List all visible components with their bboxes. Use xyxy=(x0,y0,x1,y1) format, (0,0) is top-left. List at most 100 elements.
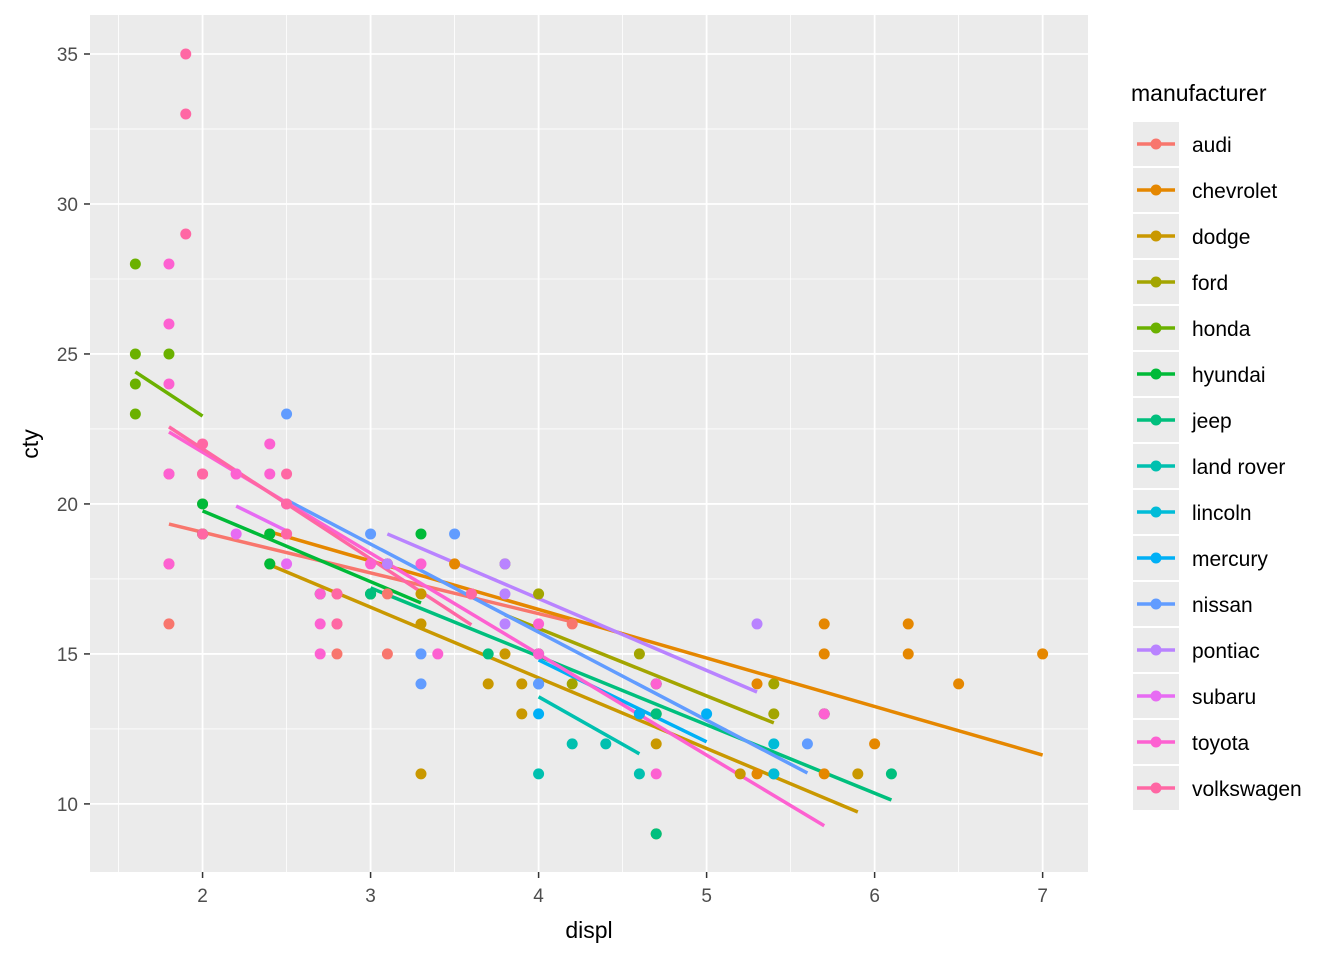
data-point-jeep xyxy=(365,588,377,600)
y-tick-label: 15 xyxy=(57,645,78,666)
x-tick-label: 4 xyxy=(533,886,544,907)
data-point-land-rover xyxy=(633,768,645,780)
data-point-ford xyxy=(566,678,578,690)
legend-label: dodge xyxy=(1192,226,1250,249)
data-point-mercury xyxy=(701,708,713,720)
data-point-volkswagen xyxy=(465,588,477,600)
data-point-toyota xyxy=(163,378,175,390)
legend-key-point xyxy=(1150,598,1162,610)
data-point-volkswagen xyxy=(281,498,293,510)
legend-key-point xyxy=(1150,414,1162,426)
legend-label: volkswagen xyxy=(1192,778,1302,801)
data-point-pontiac xyxy=(499,618,511,630)
data-point-volkswagen xyxy=(180,108,192,120)
fit-line-ford xyxy=(504,613,775,725)
data-point-volkswagen xyxy=(281,468,293,480)
data-point-dodge xyxy=(415,618,427,630)
data-point-volkswagen xyxy=(331,618,343,630)
data-point-toyota xyxy=(163,558,175,570)
data-point-pontiac xyxy=(499,558,511,570)
legend-title: manufacturer xyxy=(1131,80,1267,106)
data-point-toyota xyxy=(264,468,276,480)
data-point-volkswagen xyxy=(197,468,209,480)
data-point-honda xyxy=(163,348,175,360)
data-point-pontiac xyxy=(751,618,763,630)
legend-key-point xyxy=(1150,644,1162,656)
data-point-toyota xyxy=(314,648,326,660)
legend-label: ford xyxy=(1192,272,1228,295)
data-point-mercury xyxy=(633,708,645,720)
legend-label: honda xyxy=(1192,318,1251,341)
legend-label: lincoln xyxy=(1192,502,1252,525)
data-point-nissan xyxy=(533,678,545,690)
data-point-ford xyxy=(768,708,780,720)
data-point-audi xyxy=(566,618,578,630)
y-tick-label: 30 xyxy=(57,195,78,216)
legend-label: jeep xyxy=(1191,410,1232,433)
data-point-dodge xyxy=(415,588,427,600)
x-tick-label: 7 xyxy=(1037,886,1048,907)
legend-label: hyundai xyxy=(1192,364,1266,387)
data-point-chevrolet xyxy=(751,678,763,690)
data-point-hyundai xyxy=(415,528,427,540)
data-point-audi xyxy=(381,588,393,600)
y-tick-label: 20 xyxy=(57,495,78,516)
x-tick-label: 2 xyxy=(197,886,208,907)
data-point-nissan xyxy=(365,528,377,540)
fit-line-pontiac xyxy=(386,532,758,694)
data-point-toyota xyxy=(533,648,545,660)
data-point-chevrolet xyxy=(818,648,830,660)
data-point-volkswagen xyxy=(180,228,192,240)
data-point-ford xyxy=(633,648,645,660)
x-axis-title: displ xyxy=(565,917,612,943)
legend-key-point xyxy=(1150,736,1162,748)
data-point-toyota xyxy=(365,558,377,570)
data-point-jeep xyxy=(650,828,662,840)
legend-key-point xyxy=(1150,368,1162,380)
legend-label: subaru xyxy=(1192,686,1256,709)
data-point-toyota xyxy=(314,618,326,630)
legend-label: chevrolet xyxy=(1192,180,1277,203)
data-point-chevrolet xyxy=(953,678,965,690)
data-point-toyota xyxy=(163,468,175,480)
data-point-audi xyxy=(381,648,393,660)
legend-key-point xyxy=(1150,184,1162,196)
fit-line-honda xyxy=(134,370,204,418)
x-tick-label: 5 xyxy=(701,886,712,907)
panel-background xyxy=(90,15,1088,872)
data-point-toyota xyxy=(533,618,545,630)
data-point-honda xyxy=(129,378,141,390)
data-point-toyota xyxy=(230,468,242,480)
data-point-dodge xyxy=(852,768,864,780)
data-point-subaru xyxy=(281,558,293,570)
data-point-nissan xyxy=(415,648,427,660)
data-point-dodge xyxy=(516,678,528,690)
data-point-chevrolet xyxy=(751,768,763,780)
data-point-chevrolet xyxy=(449,558,461,570)
data-point-pontiac xyxy=(499,588,511,600)
legend-label: pontiac xyxy=(1192,640,1260,663)
data-point-land-rover xyxy=(566,738,578,750)
legend-label: land rover xyxy=(1192,456,1285,479)
data-point-nissan xyxy=(281,408,293,420)
data-point-dodge xyxy=(499,648,511,660)
fit-line-subaru xyxy=(235,504,288,533)
data-point-lincoln xyxy=(768,768,780,780)
data-point-hyundai xyxy=(264,528,276,540)
data-point-dodge xyxy=(734,768,746,780)
data-point-land-rover xyxy=(600,738,612,750)
legend-label: toyota xyxy=(1192,732,1250,755)
data-point-dodge xyxy=(650,738,662,750)
data-point-chevrolet xyxy=(818,768,830,780)
fit-line-audi xyxy=(168,522,573,624)
legend-label: audi xyxy=(1192,134,1232,157)
legend-label: mercury xyxy=(1192,548,1268,571)
data-point-toyota xyxy=(650,678,662,690)
data-point-chevrolet xyxy=(869,738,881,750)
data-point-toyota xyxy=(314,588,326,600)
data-point-toyota xyxy=(163,258,175,270)
data-point-volkswagen xyxy=(331,588,343,600)
data-point-subaru xyxy=(230,528,242,540)
data-point-hyundai xyxy=(264,558,276,570)
